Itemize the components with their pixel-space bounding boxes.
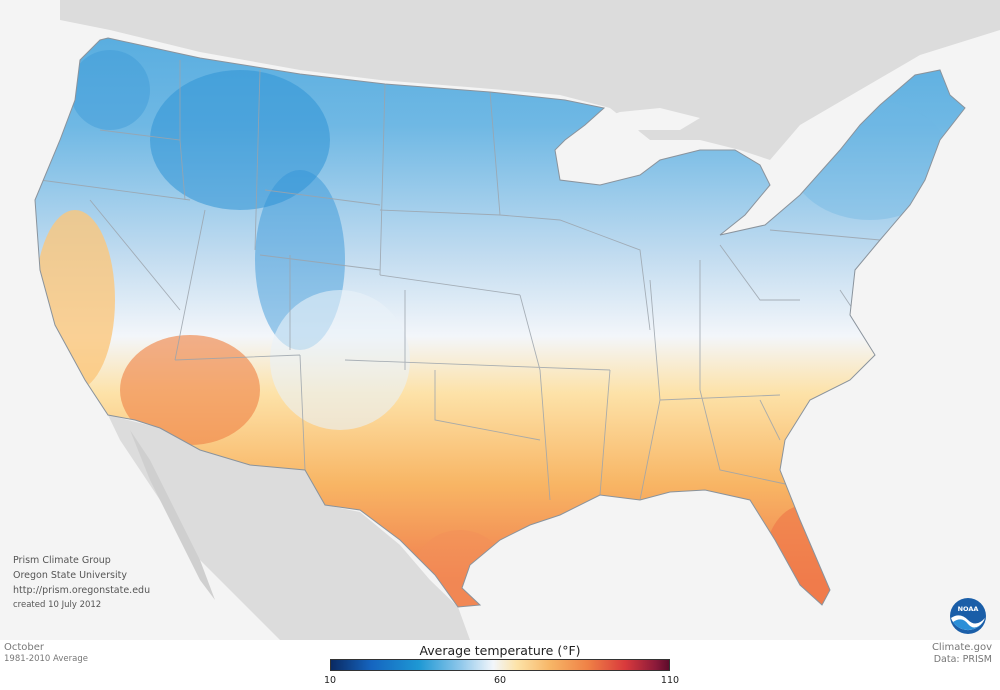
footer: October 1981-2010 Average Climate.gov Da… bbox=[0, 640, 1000, 690]
legend-tick-10: 10 bbox=[323, 675, 337, 686]
noaa-logo-text: NOAA bbox=[958, 605, 979, 613]
legend-tick-60: 60 bbox=[493, 675, 507, 686]
noaa-logo: NOAA bbox=[950, 598, 986, 634]
data-source-label: Data: PRISM bbox=[933, 654, 992, 665]
legend-title: Average temperature (°F) bbox=[419, 643, 581, 658]
legend-color-bar bbox=[330, 659, 670, 671]
credit-org: Prism Climate Group bbox=[13, 555, 111, 566]
credit-date: created 10 July 2012 bbox=[13, 600, 102, 610]
credit-url: http://prism.oregonstate.edu bbox=[13, 585, 151, 596]
data-credits: Prism Climate Group Oregon State Univers… bbox=[13, 553, 150, 613]
period-label: 1981-2010 Average bbox=[4, 654, 88, 664]
month-label: October bbox=[4, 642, 45, 653]
site-label: Climate.gov bbox=[931, 642, 992, 653]
credit-university: Oregon State University bbox=[13, 570, 127, 581]
legend-tick-110: 110 bbox=[660, 675, 680, 686]
temperature-map bbox=[34, 0, 1000, 640]
